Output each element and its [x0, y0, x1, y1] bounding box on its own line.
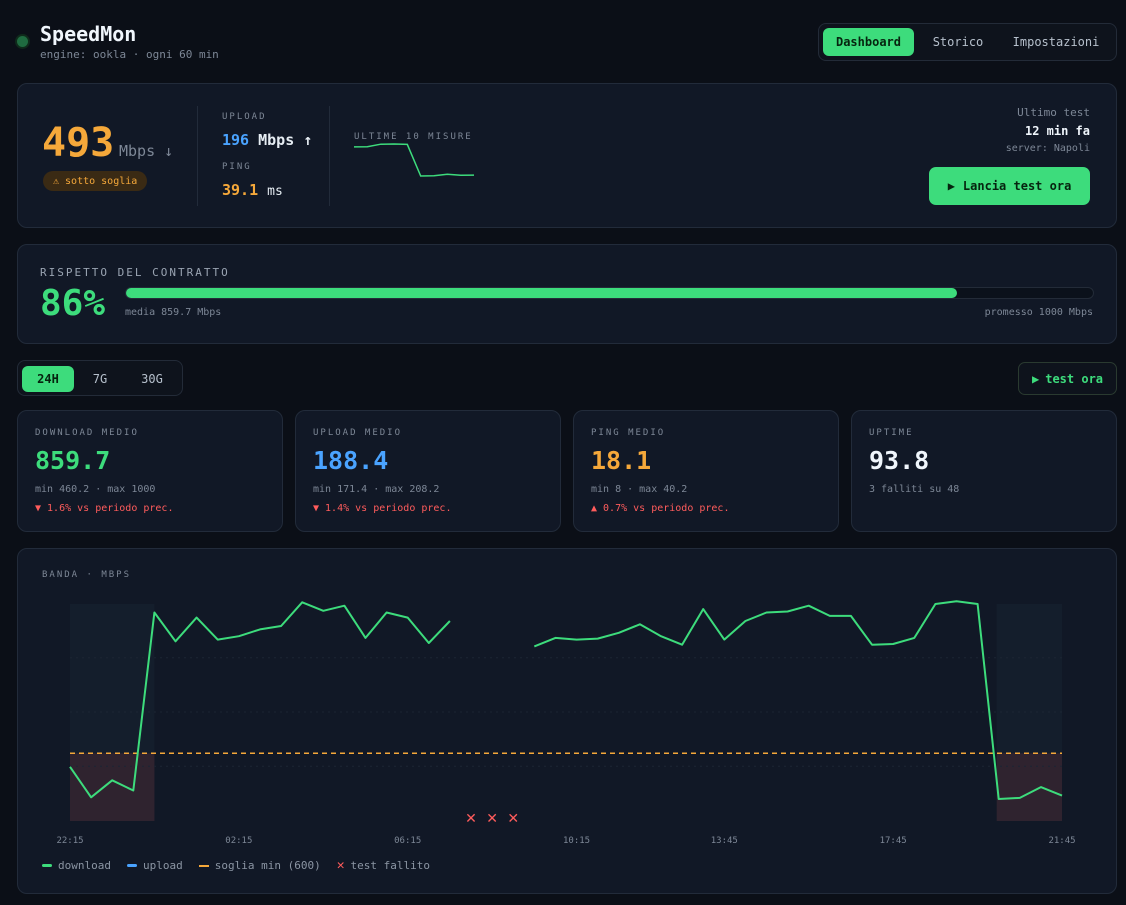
legend-failed: ✕ test fallito — [337, 858, 430, 873]
x-tick-label: 21:45 — [1048, 836, 1075, 846]
legend-swatch — [42, 864, 52, 867]
x-tick-label: 06:15 — [394, 836, 421, 846]
run-test-label: Lancia test ora — [962, 179, 1072, 193]
contract-progress-fill — [126, 288, 957, 298]
app-title: SpeedMon — [40, 22, 137, 46]
test-now-label: test ora — [1045, 371, 1104, 386]
legend-threshold: soglia min (600) — [198, 859, 321, 872]
warning-badge: ⚠ sotto soglia — [43, 171, 148, 191]
ping-label: PING — [222, 162, 252, 172]
test-now-button[interactable]: ▶ test ora — [1018, 362, 1117, 395]
stat-value: 93.8 — [869, 446, 930, 475]
failed-test-marker: ✕ — [465, 811, 477, 827]
stat-card-upload: UPLOAD MEDIO 188.4 min 171.4 · max 208.2… — [295, 410, 561, 532]
stat-card-download: DOWNLOAD MEDIO 859.7 min 460.2 · max 100… — [17, 410, 283, 532]
x-tick-label: 10:15 — [563, 836, 590, 846]
contract-progress — [125, 287, 1094, 299]
play-icon: ▶ — [947, 179, 955, 193]
x-tick-label: 17:45 — [880, 836, 907, 846]
x-tick-label: 02:15 — [225, 836, 252, 846]
ping-unit: ms — [267, 184, 283, 199]
stat-card-ping: PING MEDIO 18.1 min 8 · max 40.2 ▲ 0.7% … — [573, 410, 839, 532]
download-line — [69, 601, 451, 799]
chart-legend: download upload soglia min (600) ✕ test f… — [42, 858, 430, 873]
ping-value: 39.1 — [222, 181, 259, 199]
failed-test-marker: ✕ — [507, 811, 519, 827]
divider — [197, 106, 198, 206]
stat-value: 18.1 — [591, 446, 652, 475]
stat-label: PING MEDIO — [591, 428, 666, 438]
legend-upload: upload — [126, 859, 183, 872]
upload-value: 196 — [222, 131, 250, 149]
divider — [329, 106, 330, 206]
legend-label: soglia min (600) — [214, 859, 321, 872]
contract-percent: 86% — [40, 283, 106, 324]
sparkline-label: ULTIME 10 MISURE — [354, 132, 473, 142]
play-icon: ▶ — [1031, 371, 1040, 386]
range-30g[interactable]: 30G — [141, 372, 163, 386]
stat-label: UPTIME — [869, 428, 914, 438]
run-test-button[interactable]: ▶ Lancia test ora — [929, 167, 1090, 205]
close-icon: ✕ — [336, 858, 345, 873]
download-unit: Mbps ↓ — [119, 142, 174, 160]
x-tick-label: 13:45 — [711, 836, 738, 846]
failed-test-marker: ✕ — [486, 811, 498, 827]
stat-label: UPLOAD MEDIO — [313, 428, 403, 438]
contract-label: RISPETTO DEL CONTRATTO — [40, 266, 230, 279]
range-24h[interactable]: 24H — [22, 366, 74, 392]
stat-minmax: min 8 · max 40.2 — [591, 484, 688, 495]
below-threshold-band — [70, 753, 155, 821]
sparkline — [353, 143, 475, 177]
download-line — [533, 600, 1063, 800]
nav-tabs: Dashboard Storico Impostazioni — [818, 23, 1117, 61]
stat-delta: ▲ 0.7% vs periodo prec. — [591, 503, 730, 514]
tab-impostazioni[interactable]: Impostazioni — [1012, 35, 1100, 49]
tab-storico[interactable]: Storico — [932, 35, 984, 49]
upload-reading: 196 Mbps ↑ — [222, 131, 312, 149]
legend-label: upload — [142, 859, 183, 872]
legend-label: test fallito — [350, 859, 431, 872]
sparkline-line — [353, 143, 475, 177]
server-label: server: Napoli — [1005, 143, 1090, 154]
tab-dashboard[interactable]: Dashboard — [823, 28, 914, 56]
stat-minmax: min 171.4 · max 208.2 — [313, 484, 440, 495]
app-subtitle: engine: ookla · ogni 60 min — [40, 48, 219, 61]
below-threshold-band — [996, 753, 1062, 821]
x-tick-label: 22:15 — [56, 836, 83, 846]
stat-minmax: 3 falliti su 48 — [869, 484, 960, 495]
upload-unit: Mbps ↑ — [258, 131, 313, 149]
stat-delta: ▼ 1.4% vs periodo prec. — [313, 503, 452, 514]
stat-card-uptime: UPTIME 93.8 3 falliti su 48 — [851, 410, 1117, 532]
stat-minmax: min 460.2 · max 1000 — [35, 484, 156, 495]
range-7g[interactable]: 7G — [92, 372, 108, 386]
legend-download: download — [42, 859, 111, 872]
stat-value: 859.7 — [35, 446, 111, 475]
upload-label: UPLOAD — [222, 112, 267, 122]
stat-label: DOWNLOAD MEDIO — [35, 428, 139, 438]
range-selector: 24H 7G 30G — [17, 360, 183, 396]
last-test-value: 12 min fa — [1024, 124, 1090, 138]
download-value: 493 — [42, 120, 115, 166]
status-dot — [17, 36, 28, 47]
legend-swatch — [198, 864, 209, 867]
stat-value: 188.4 — [313, 446, 389, 475]
contract-promised: promesso 1000 Mbps — [984, 307, 1093, 318]
contract-average: media 859.7 Mbps — [125, 307, 222, 318]
legend-label: download — [58, 859, 111, 872]
legend-swatch — [126, 864, 137, 867]
ping-reading: 39.1 ms — [222, 181, 283, 199]
chart-title: BANDA · MBPS — [42, 570, 132, 580]
stat-delta: ▼ 1.6% vs periodo prec. — [35, 503, 174, 514]
last-test-label: Ultimo test — [1017, 106, 1090, 119]
